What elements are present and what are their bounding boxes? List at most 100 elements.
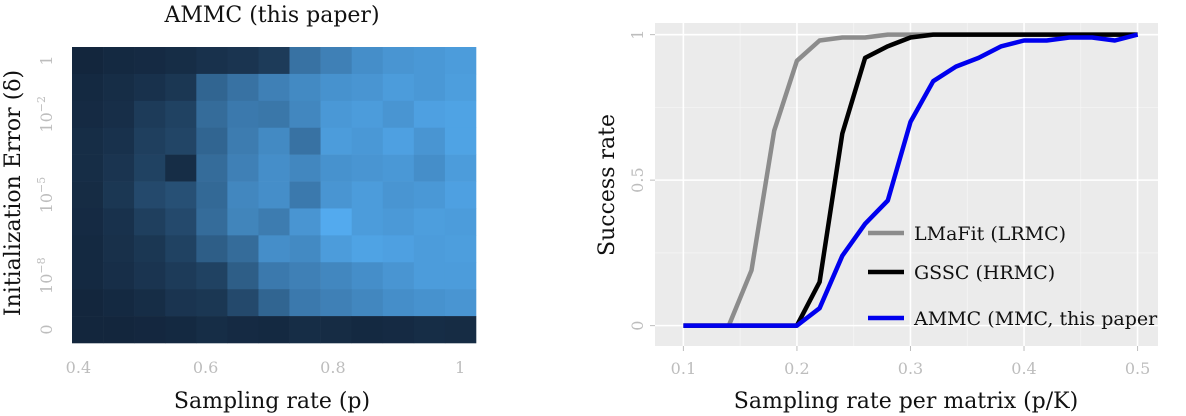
- heatmap-cell: [351, 47, 384, 75]
- heatmap-cell: [72, 208, 104, 236]
- heatmap-cell: [382, 235, 415, 263]
- heatmap-cell: [320, 262, 352, 290]
- heatmap-cell: [320, 47, 352, 75]
- heatmap-cell: [444, 73, 477, 102]
- heatmap-cell: [165, 262, 197, 290]
- heatmap-cell: [196, 181, 228, 209]
- heatmap-cell: [134, 235, 166, 263]
- heatmap-cell: [196, 316, 228, 344]
- heatmap-cell: [289, 154, 321, 182]
- heatmap-cell: [351, 235, 384, 263]
- heatmap-cell: [72, 100, 104, 129]
- heatmap-cell: [258, 208, 290, 236]
- heatmap-cell: [320, 289, 352, 317]
- heatmap-cell: [289, 47, 321, 75]
- heatmap-cell: [165, 289, 197, 317]
- heatmap-cell: [72, 289, 104, 317]
- heatmap-x-tick-label: 0.4: [66, 358, 91, 377]
- heatmap-y-ticks: 0 10−8 10−5 10−2 1: [35, 55, 56, 334]
- heatmap-cell: [165, 73, 197, 102]
- line-chart-y-tick-label: 1: [628, 30, 647, 40]
- line-chart: 0.1 0.2 0.3 0.4 0.5 00.51 LMaFit (LRMC)GSSC …: [595, 23, 1158, 414]
- heatmap-cell: [320, 316, 352, 344]
- heatmap-cell: [134, 289, 166, 317]
- heatmap-cell: [258, 154, 290, 182]
- heatmap-cell: [413, 73, 446, 102]
- heatmap-cell: [103, 127, 135, 155]
- heatmap-cell: [413, 235, 446, 263]
- heatmap-cell: [444, 235, 477, 263]
- line-chart-legend: LMaFit (LRMC) GSSC (HRMC) AMMC (MMC, this …: [868, 223, 1158, 330]
- heatmap-cell: [413, 181, 446, 209]
- line-chart-x-tick-label: 0.1: [671, 359, 696, 378]
- heatmap-cell: [258, 127, 290, 155]
- heatmap-cell: [227, 73, 259, 102]
- heatmap-cell: [444, 154, 477, 182]
- heatmap-cell: [289, 181, 321, 209]
- line-chart-y-tick-label: 0.5: [628, 167, 647, 192]
- heatmap-cell: [165, 47, 197, 75]
- heatmap-cell: [382, 73, 415, 102]
- heatmap-cell: [134, 73, 166, 102]
- heatmap-cell: [320, 181, 352, 209]
- heatmap-x-tick-label: 1: [455, 358, 465, 377]
- heatmap-title: AMMC (this paper): [163, 3, 379, 28]
- heatmap-cell: [320, 73, 352, 102]
- heatmap-cell: [413, 154, 446, 182]
- heatmap-cell: [103, 181, 135, 209]
- line-chart-x-tick-label: 0.3: [898, 359, 923, 378]
- heatmap-cell: [165, 316, 197, 344]
- heatmap-cell: [258, 316, 290, 344]
- heatmap-cell: [72, 235, 104, 263]
- heatmap-cell: [227, 235, 259, 263]
- heatmap-cell: [134, 154, 166, 182]
- line-chart-x-axis-title: Sampling rate per matrix (p/K): [734, 389, 1078, 414]
- heatmap-cell: [444, 47, 477, 75]
- heatmap-cell: [351, 181, 384, 209]
- heatmap-cell: [72, 154, 104, 182]
- heatmap-cell: [227, 181, 259, 209]
- heatmap-cell: [103, 47, 135, 75]
- heatmap-cell: [413, 47, 446, 75]
- heatmap-cell: [258, 100, 290, 129]
- heatmap-cell: [227, 316, 259, 344]
- line-chart-x-tick-label: 0.4: [1011, 359, 1036, 378]
- heatmap-x-ticks: 0.4 0.6 0.8 1: [66, 358, 466, 377]
- heatmap-cell: [227, 262, 259, 290]
- heatmap-cell: [320, 208, 352, 236]
- heatmap-cell: [382, 100, 415, 129]
- heatmap-cell: [134, 316, 166, 344]
- heatmap-cell: [289, 262, 321, 290]
- heatmap-cell: [72, 127, 104, 155]
- heatmap-cell: [320, 235, 352, 263]
- heatmap-cell: [196, 208, 228, 236]
- heatmap-cell: [444, 181, 477, 209]
- heatmap-cell: [258, 235, 290, 263]
- heatmap-cell: [444, 262, 477, 290]
- heatmap-cell: [103, 208, 135, 236]
- heatmap-cell: [165, 154, 197, 182]
- heatmap-cell: [165, 127, 197, 155]
- heatmap-cell: [227, 47, 259, 75]
- heatmap-cell: [351, 208, 384, 236]
- heatmap-cell: [258, 262, 290, 290]
- heatmap-cell: [413, 289, 446, 317]
- heatmap-cell: [165, 181, 197, 209]
- line-chart-x-ticks: 0.1 0.2 0.3 0.4 0.5: [671, 346, 1150, 378]
- legend-label: GSSC (HRMC): [914, 262, 1055, 284]
- heatmap-cell: [351, 154, 384, 182]
- heatmap-cell: [103, 289, 135, 317]
- heatmap-cell: [103, 316, 135, 344]
- heatmap-cell: [413, 100, 446, 129]
- heatmap-cell: [382, 47, 415, 75]
- heatmap-cell: [227, 208, 259, 236]
- heatmap-cell: [227, 127, 259, 155]
- heatmap-cell: [320, 127, 352, 155]
- heatmap-cell: [289, 100, 321, 129]
- heatmap-cell: [258, 181, 290, 209]
- heatmap-cell: [227, 289, 259, 317]
- heatmap-cell: [320, 100, 352, 129]
- line-chart-y-axis-title: Success rate: [595, 114, 620, 256]
- heatmap-y-tick-label: 1: [37, 55, 56, 65]
